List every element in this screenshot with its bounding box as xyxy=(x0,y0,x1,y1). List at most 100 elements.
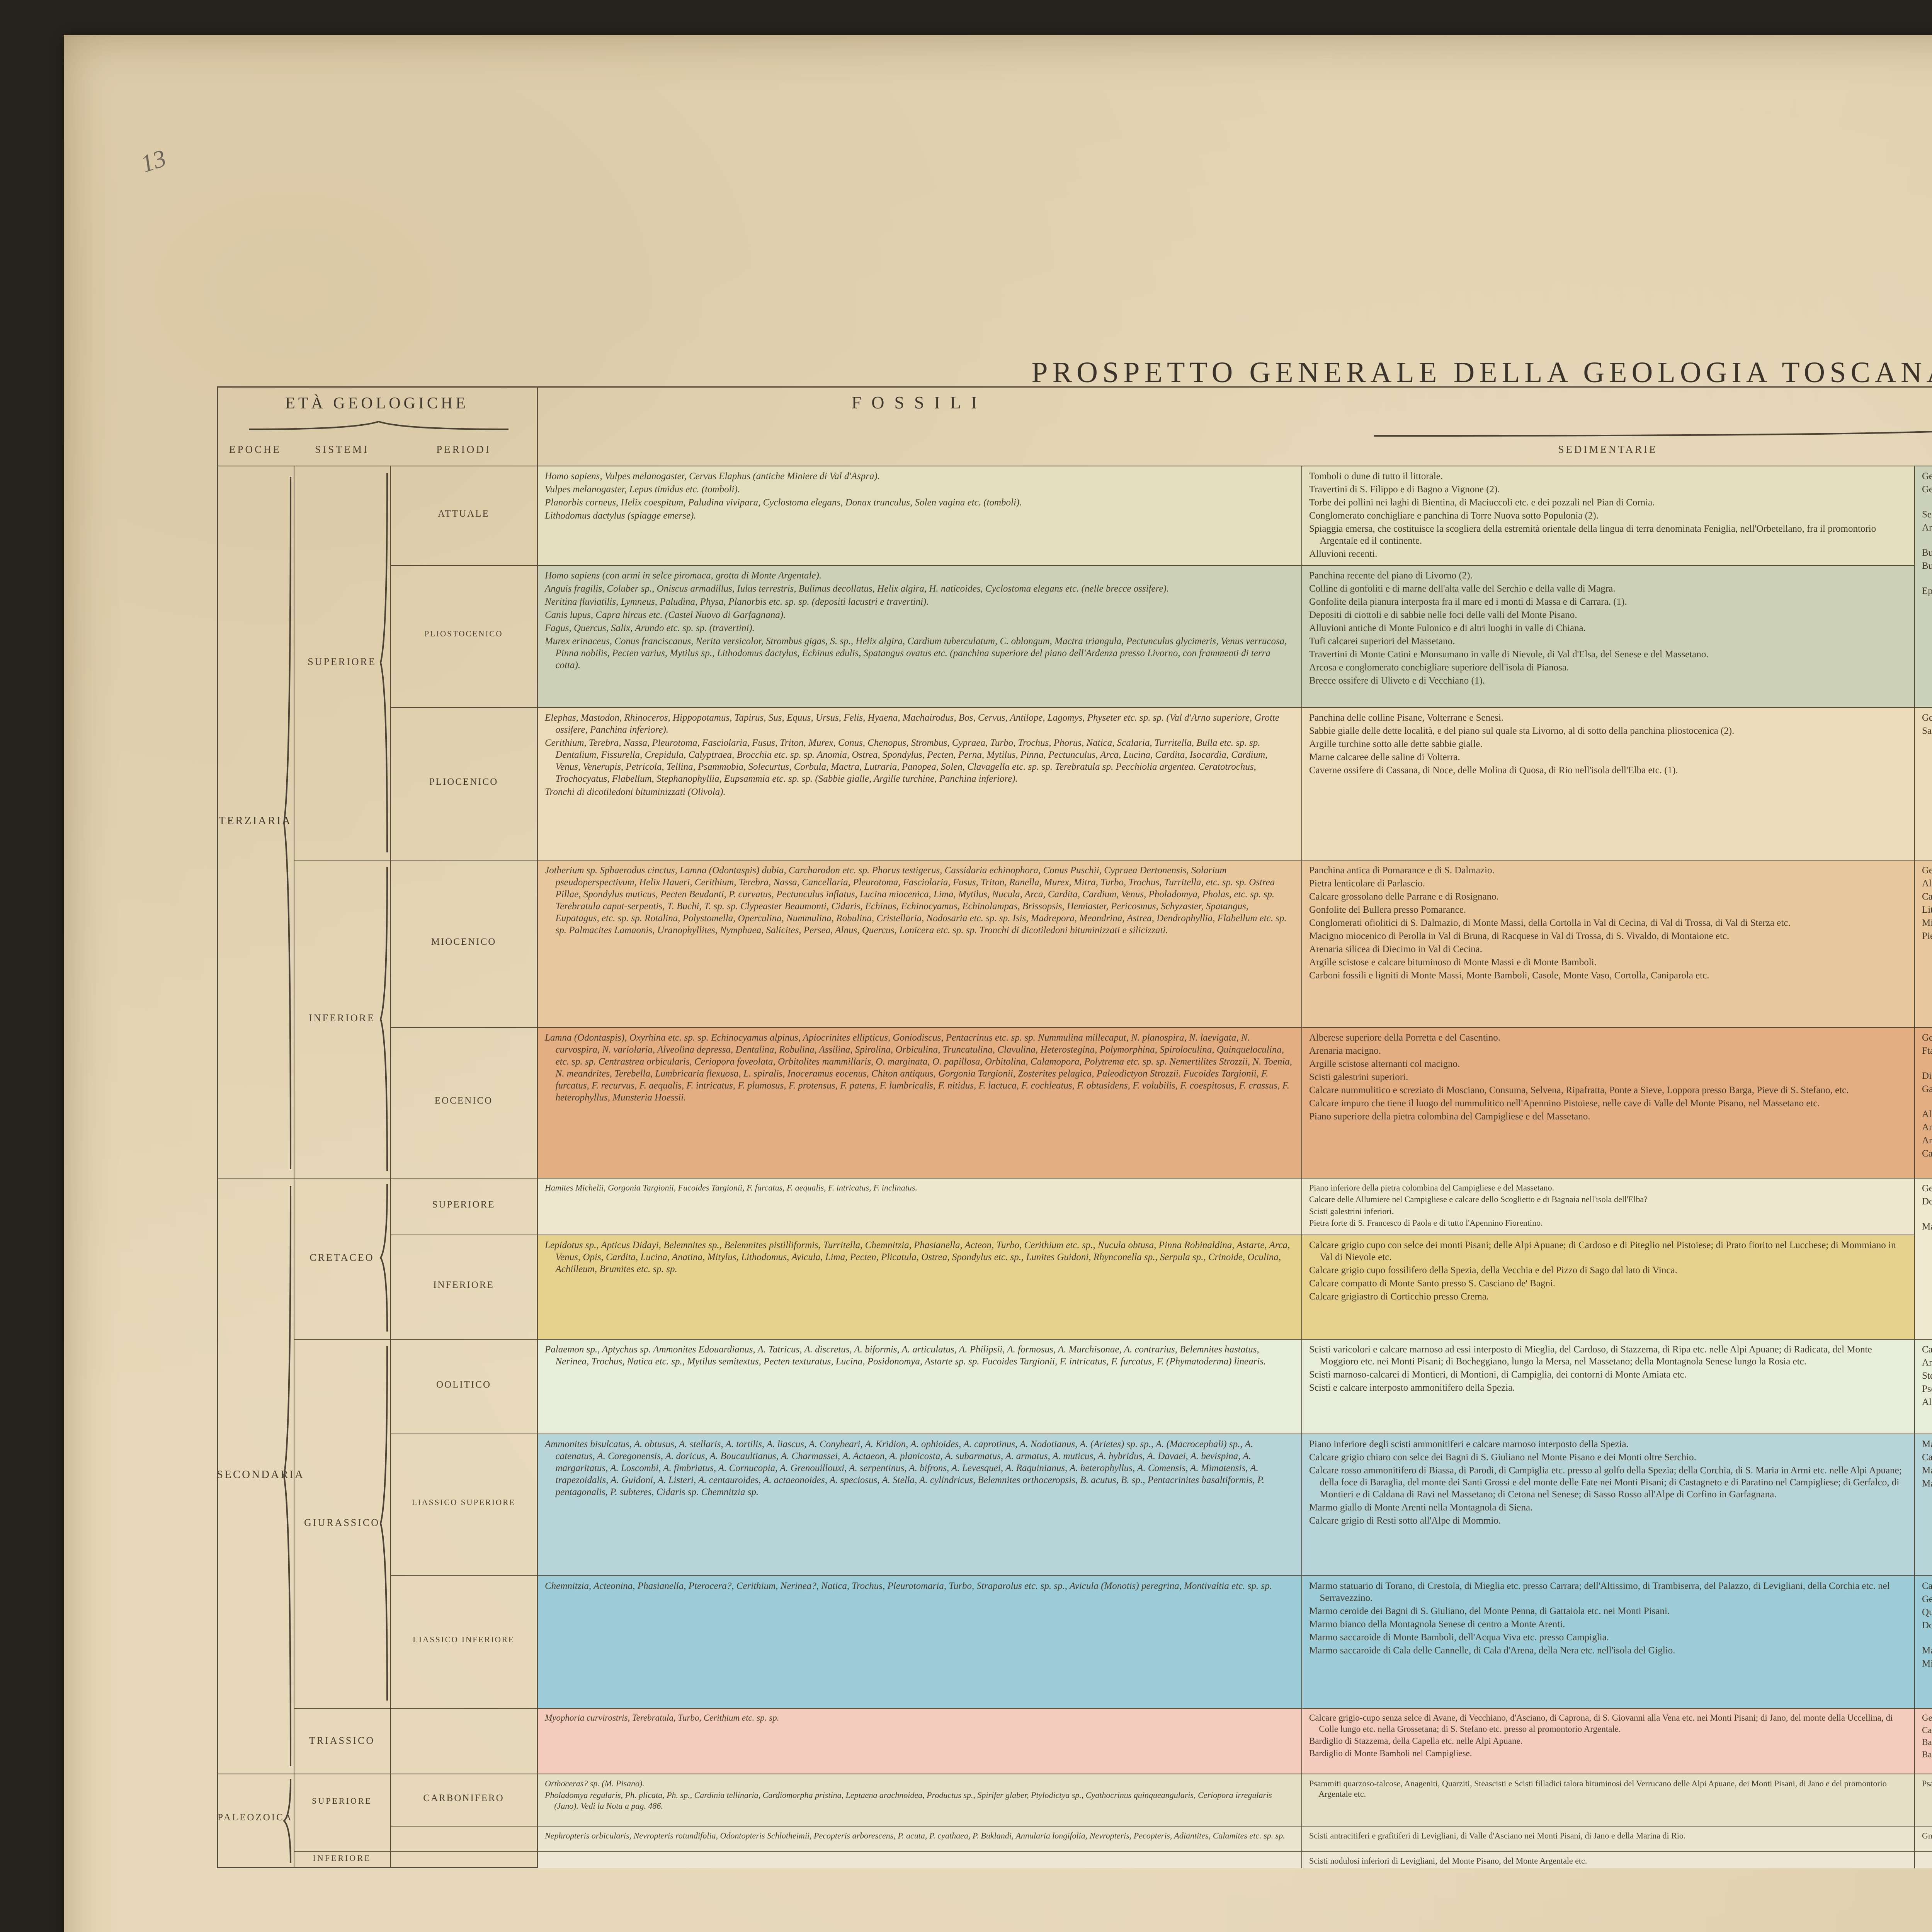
cell-entry: Panchina recente del piano di Livorno (2… xyxy=(1309,570,1473,581)
row-pliocenico-sedimentarie-cell: Panchina delle colline Pisane, Volterran… xyxy=(1301,707,1914,860)
cell-entry: Arenaria silicea di Diecimo in Val di Ce… xyxy=(1309,944,1482,954)
cell-entry: Marmo saccaroide di Cala delle Cannelle,… xyxy=(1309,1645,1675,1656)
periodo-label-attuale: ATTUALE xyxy=(438,508,490,519)
cell-entry: Madrimacchie del marmo alle Scalette di … xyxy=(1922,1645,1932,1656)
cell-entry: Palaemon sp., Aptychus sp. Ammonites Edo… xyxy=(545,1344,1266,1367)
rule-horizontal xyxy=(390,1708,1914,1709)
cell-entry: Depositi di ciottoli e di sabbie nelle f… xyxy=(1309,610,1577,620)
handwritten-number: 13 xyxy=(137,144,170,178)
cell-entry: Pietra lenticolare di Parlascio. xyxy=(1309,878,1425,889)
row-liassico-superiore-fossili-cell: Ammonites bisulcatus, A. obtusus, A. ste… xyxy=(537,1434,1301,1575)
sistema-superiore-paleozoica: SUPERIORE xyxy=(312,1796,372,1806)
cell-entry: Homo sapiens, Vulpes melanogaster, Cervu… xyxy=(545,471,880,481)
cell-entry: Lepidotus sp., Apticus Didayi, Belemnite… xyxy=(545,1240,1290,1274)
row-oolitico-sedimentarie-cell: Scisti varicolori e calcare marnoso ad e… xyxy=(1301,1339,1914,1434)
cell-entry: Gesso di Sassalbo (7). xyxy=(1922,1183,1932,1194)
cell-entry: Gonfolite del Bullera presso Pomarance. xyxy=(1309,905,1466,915)
row-row-metamorfiche-cell: Gneis talcoso di Cageggi sul Frigido e d… xyxy=(1914,1826,1932,1851)
imprint-caption: Considerazioni sulla Geologia stratigraf… xyxy=(1623,1873,1932,1884)
group-brace xyxy=(283,1185,291,1767)
group-brace xyxy=(283,476,291,1170)
cell-entry: Calcare nummulitico e screziato di Mosci… xyxy=(1309,1085,1849,1095)
row-liassico-inferiore-sedimentarie-cell: Marmo statuario di Torano, di Crestola, … xyxy=(1301,1575,1914,1708)
cell-entry: Tomboli o dune di tutto il littorale. xyxy=(1309,471,1443,481)
cell-entry: Bardiglia di Campiglia. xyxy=(1922,1737,1932,1747)
cell-entry: Mischi di Serravezza. xyxy=(1922,1658,1932,1669)
cell-entry: Marmi brecciati di S. Maria del Giudice. xyxy=(1922,1465,1932,1476)
cell-entry: Travertini di S. Filippo e di Bagno a Vi… xyxy=(1309,484,1500,495)
periodo-label-oolitico: OOLITICO xyxy=(436,1379,492,1390)
cell-entry: Marmo salino del molino di Fucinaia. xyxy=(1922,1439,1932,1449)
cell-entry: Pholadomya regularis, Ph. plicata, Ph. s… xyxy=(545,1790,1272,1811)
rule-horizontal xyxy=(1914,1027,1932,1028)
cell-entry: Homo sapiens (con armi in selce piromaca… xyxy=(545,570,822,581)
cell-entry: Arenaria macigno. xyxy=(1309,1046,1381,1056)
cell-entry: Spiaggia emersa, che costituisce la scog… xyxy=(1309,524,1876,546)
cell-entry: Pietra forte di S. Francesco di Paola e … xyxy=(1309,1218,1543,1228)
cell-entry: Murex erinaceus, Conus franciscanus, Ner… xyxy=(545,636,1287,670)
cell-entry: Gesso dei Lagoni di Monte Cerboli, di Ca… xyxy=(1922,471,1932,481)
row-pliostocenico-fossili-cell: Homo sapiens (con armi in selce piromaca… xyxy=(537,565,1301,707)
cell-entry: Sabbie gialle delle dette località, e de… xyxy=(1309,726,1735,736)
row-row-sedimentarie-cell: Scisti nodulosi inferiori di Levigliani,… xyxy=(1301,1851,1914,1868)
cell-entry: Piano superiore della pietra colombina d… xyxy=(1309,1111,1590,1122)
periodo-label-pliostocenico: PLIOSTOCENICO xyxy=(424,629,503,638)
rule-horizontal xyxy=(294,1851,390,1852)
row-pliocenico-fossili-cell: Elephas, Mastodon, Rhinoceros, Hippopota… xyxy=(537,707,1301,860)
row-liassico-inferiore-fossili-cell: Chemnitzia, Acteonina, Phasianella, Pter… xyxy=(537,1575,1301,1708)
cell-entry: Miemite del Volterrano. xyxy=(1922,918,1932,928)
rule-horizontal xyxy=(390,1826,1914,1827)
cell-entry: Macigno miocenico di Perolla in Val di B… xyxy=(1309,931,1730,941)
cell-entry: Tronchi di dicotiledoni bituminizzati (O… xyxy=(545,787,726,797)
group-brace xyxy=(379,473,388,853)
cell-entry: Marmo ceroide dei Bagni di S. Giuliano, … xyxy=(1309,1606,1670,1616)
header-eta-geologiche: ETÀ GEOLOGICHE xyxy=(285,395,469,412)
cell-entry: Gesso di Camporbiano (7). xyxy=(1922,1032,1932,1043)
cell-entry: Orthoceras? sp. (M. Pisano). xyxy=(545,1779,645,1788)
cell-entry: Lamna (Odontaspis), Oxyrhina etc. sp. sp… xyxy=(545,1032,1293,1103)
rule-vertical xyxy=(1914,466,1915,1868)
rule-horizontal xyxy=(1914,1826,1932,1827)
rule-horizontal xyxy=(217,1178,294,1179)
rule-horizontal xyxy=(1914,707,1932,708)
cell-entry: Arcosa e conglomerato conchigliare super… xyxy=(1309,662,1569,673)
cell-entry: Canis lupus, Capra hircus etc. (Castel N… xyxy=(545,610,786,620)
row-miocenico-fossili-cell: Jotherium sp. Sphaerodus cinctus, Lamna … xyxy=(537,860,1301,1027)
cell-entry: Lithodomus dactylus (spiagge emerse). xyxy=(545,510,696,521)
epoch-terziaria: TERZIARIA xyxy=(218,815,292,827)
cell-entry: Calcare grigio-cupo senza selce di Avane… xyxy=(1309,1713,1893,1734)
header-fossili: FOSSILI xyxy=(851,393,987,412)
cell-entry: Elephas, Mastodon, Rhinoceros, Hippopota… xyxy=(545,713,1279,735)
cell-entry: Argille turchine sotto alle dette sabbie… xyxy=(1309,739,1483,749)
cell-entry: Calcare grigio di Resti sotto all'Alpe d… xyxy=(1309,1515,1501,1526)
cell-entry: Scisti antracitiferi e grafitiferi di Le… xyxy=(1309,1831,1686,1840)
cell-entry: Piano inferiore degli scisti ammonitifer… xyxy=(1309,1439,1629,1449)
row-superiore-sedimentarie-cell: Piano inferiore della pietra colombina d… xyxy=(1301,1178,1914,1235)
cell-entry: Carboni fossili e ligniti di Monte Massi… xyxy=(1309,970,1709,981)
cell-entry: Bardiglio di Stazzema, della Capella etc… xyxy=(1309,1736,1523,1746)
cell-entry: Cerithium, Terebra, Nassa, Pleurotoma, F… xyxy=(545,738,1268,784)
cell-entry: Vulpes melanogaster, Lepus timidus etc. … xyxy=(545,484,740,495)
periodo-label-pliocenico: PLIOCENICO xyxy=(429,776,498,787)
cell-entry: Anguis fragilis, Coluber sp., Oniscus ar… xyxy=(545,583,1169,594)
cell-entry: Bardiglio della Valle della Molina press… xyxy=(1922,1749,1932,1759)
cell-entry: Calcare grigio cupo con selce dei monti … xyxy=(1309,1240,1896,1262)
row-pliostocenico-sedimentarie-cell: Panchina recente del piano di Livorno (2… xyxy=(1301,565,1914,707)
row-oolitico-fossili-cell: Palaemon sp., Aptychus sp. Ammonites Edo… xyxy=(537,1339,1301,1434)
cell-entry: Gabbro rosso del Romito, della Castellin… xyxy=(1922,1084,1932,1094)
cell-entry: Scisti marnoso-calcarei di Montieri, di … xyxy=(1309,1369,1687,1380)
row-miocenico-sedimentarie-cell: Panchina antica di Pomarance e di S. Dal… xyxy=(1301,860,1914,1027)
rule-horizontal xyxy=(1914,1575,1932,1576)
sistema-superiore-terziaria: SUPERIORE xyxy=(308,656,376,667)
cell-entry: Scisti nodulosi inferiori di Levigliani,… xyxy=(1309,1856,1587,1866)
cell-entry: Calcare grossolano delle Parrane e di Ro… xyxy=(1309,891,1499,902)
cell-entry: Myophoria curvirostris, Terebratula, Tur… xyxy=(545,1713,779,1723)
sistema-inferiore-paleozoica: INFERIORE xyxy=(313,1853,371,1863)
rule-horizontal xyxy=(294,1178,390,1179)
cell-entry: Marmo statuario di Torano, di Crestola, … xyxy=(1309,1581,1890,1603)
row-row-fossili-cell xyxy=(537,1851,1301,1868)
cell-entry: Nephropteris orbicularis, Nevropteris ro… xyxy=(545,1831,1285,1840)
row-attuale-sedimentarie-cell: Tomboli o dune di tutto il littorale. Tra… xyxy=(1301,466,1914,565)
cell-entry: Conglomerato conchigliare e panchina di … xyxy=(1309,510,1599,521)
